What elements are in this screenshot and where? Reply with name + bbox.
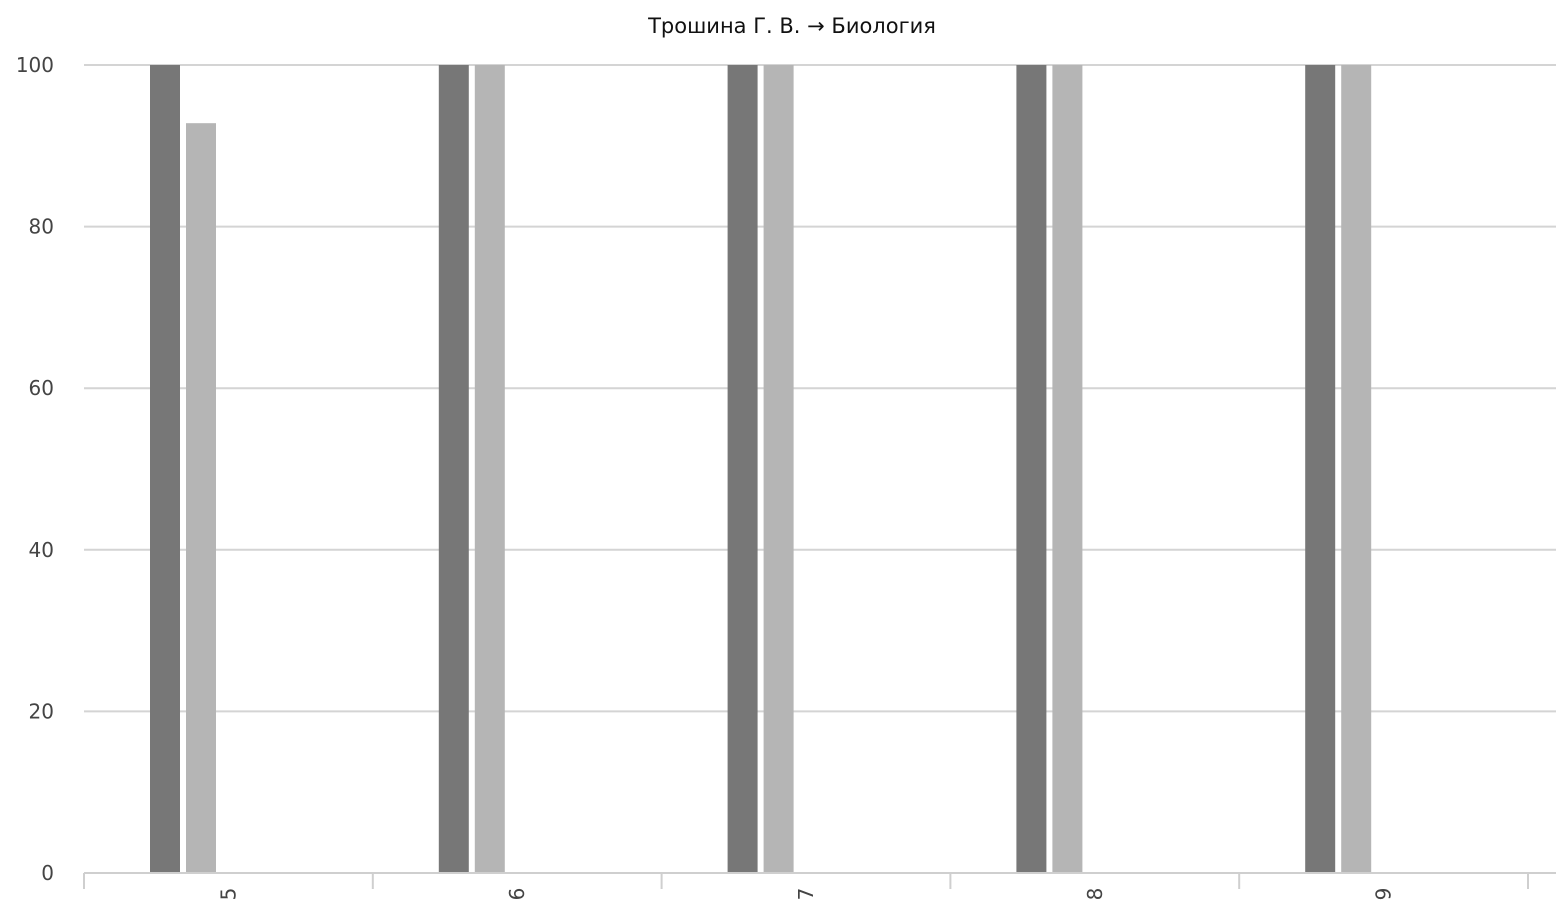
y-tick-label: 60	[29, 376, 54, 400]
y-tick-label: 40	[29, 538, 54, 562]
y-tick-label: 100	[16, 53, 54, 77]
bars	[150, 65, 1372, 873]
x-tick-label: 6	[505, 888, 529, 901]
y-tick-label: 0	[41, 861, 54, 885]
y-axis-ticks: 0 20 40 60 80 100	[16, 53, 54, 885]
bar-9-series-1	[1305, 65, 1336, 873]
x-tick-label: 7	[794, 888, 818, 901]
x-axis-ticks: 5 6 7 8 9	[216, 888, 1395, 901]
x-tick-label: 8	[1083, 888, 1107, 901]
y-tick-label: 80	[29, 215, 54, 239]
bar-8-series-1	[1016, 65, 1047, 873]
bar-5-series-2	[186, 123, 216, 873]
bar-6-series-2	[474, 65, 505, 873]
chart-title: Трошина Г. В. → Биология	[647, 14, 936, 38]
bar-9-series-2	[1341, 65, 1372, 873]
x-tick-label: 9	[1372, 888, 1396, 901]
bar-5-series-1	[150, 65, 180, 873]
bar-7-series-1	[727, 65, 758, 873]
y-tick-label: 20	[29, 699, 54, 723]
bar-7-series-2	[763, 65, 794, 873]
x-tick-label: 5	[216, 888, 240, 901]
bar-8-series-2	[1052, 65, 1083, 873]
bar-6-series-1	[438, 65, 469, 873]
x-axis	[83, 872, 1556, 889]
